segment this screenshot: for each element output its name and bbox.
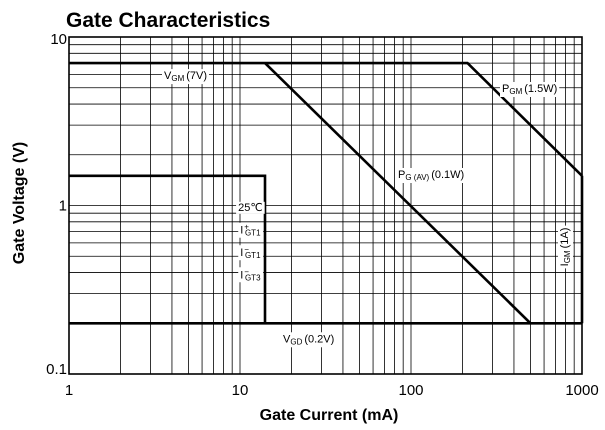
x-tick-label: 1000 <box>565 382 598 399</box>
svg-text:VGD(0.2V): VGD (0.2V) <box>283 333 334 346</box>
chart-title: Gate Characteristics <box>66 9 270 32</box>
series-labels: VGM (7V) PGM (1.5W) PG (AV) (0.1W) IGM(1A) VGD(… <box>162 69 573 348</box>
series-label: VGD (0.2V) <box>281 332 337 348</box>
series-label: PGM (1.5W) <box>500 82 560 97</box>
svg-text:I−GT1: I− GT1 <box>240 245 261 260</box>
svg-text:IGM(1A): IGM(1A) <box>559 228 572 267</box>
svg-text:I+GT1: I+ GT1 <box>240 223 261 238</box>
series-label: VGM (7V) <box>162 69 210 85</box>
y-tick-label: 0.1 <box>46 361 67 378</box>
x-tick-label: 1 <box>65 382 73 399</box>
y-tick-label: 10 <box>50 31 67 48</box>
svg-text:PGM(1.5W): PGM (1.5W) <box>502 83 557 96</box>
trigger-annotation: 25℃ <box>236 201 265 214</box>
series-lines <box>69 61 584 325</box>
trigger-annotation: I+ GT1 <box>238 222 264 238</box>
svg-text:25℃: 25℃ <box>238 202 263 214</box>
series-label: PG (AV) (0.1W) <box>396 168 467 183</box>
series-label: IGM(1A) <box>558 225 573 269</box>
series-line <box>264 62 532 325</box>
svg-text:PG (AV)(0.1W): PG (AV) (0.1W) <box>398 169 464 182</box>
svg-text:VGM(7V): VGM (7V) <box>164 70 207 83</box>
x-axis-label: Gate Current (mA) <box>260 407 399 424</box>
y-tick-label: 1 <box>59 198 67 215</box>
trigger-annotation: I− GT1 <box>238 245 264 261</box>
x-tick-labels: 1 10 100 1000 <box>65 382 599 399</box>
x-tick-label: 10 <box>232 382 249 399</box>
x-tick-label: 100 <box>398 382 423 399</box>
y-axis-label: Gate Voltage (V) <box>11 142 28 264</box>
annotations: 25℃ I+ GT1 I− GT1 I− GT3 <box>236 201 265 283</box>
svg-text:I−GT3: I− GT3 <box>240 267 261 282</box>
series-line <box>265 61 583 177</box>
y-tick-labels: 0.1 1 10 <box>46 31 67 378</box>
series-line <box>69 174 267 324</box>
trigger-annotation: I− GT3 <box>238 267 264 283</box>
